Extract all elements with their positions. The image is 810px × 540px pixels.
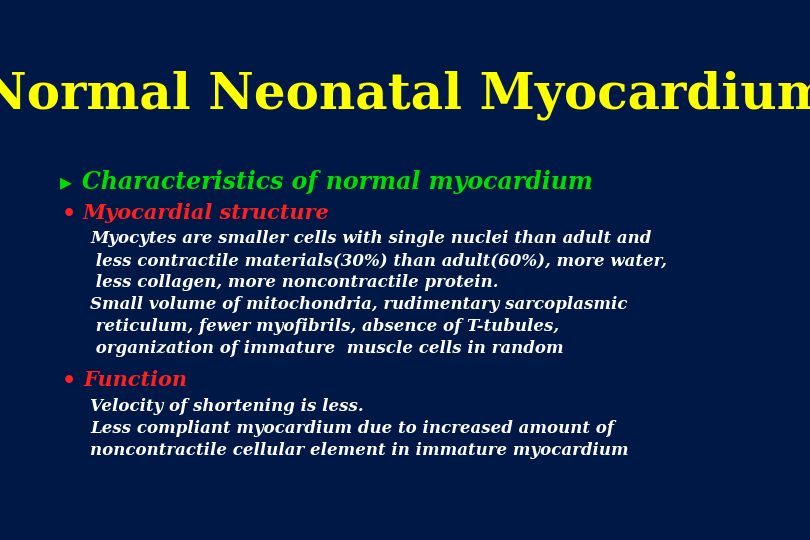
Text: ▸: ▸ [60,170,72,194]
Text: noncontractile cellular element in immature myocardium: noncontractile cellular element in immat… [90,442,629,459]
Text: Myocytes are smaller cells with single nuclei than adult and: Myocytes are smaller cells with single n… [90,230,651,247]
Text: less collagen, more noncontractile protein.: less collagen, more noncontractile prote… [90,274,498,291]
Text: •: • [62,370,76,392]
Text: •: • [62,203,76,225]
Text: less contractile materials(30%) than adult(60%), more water,: less contractile materials(30%) than adu… [90,252,667,269]
Text: Less compliant myocardium due to increased amount of: Less compliant myocardium due to increas… [90,420,614,437]
Text: Characteristics of normal myocardium: Characteristics of normal myocardium [82,170,593,194]
Text: Myocardial structure: Myocardial structure [83,203,330,223]
Text: Small volume of mitochondria, rudimentary sarcoplasmic: Small volume of mitochondria, rudimentar… [90,296,628,313]
Text: Function: Function [83,370,187,390]
Text: organization of immature  muscle cells in random: organization of immature muscle cells in… [90,340,564,357]
Text: Velocity of shortening is less.: Velocity of shortening is less. [90,398,364,415]
Text: reticulum, fewer myofibrils, absence of T-tubules,: reticulum, fewer myofibrils, absence of … [90,318,559,335]
Text: Normal Neonatal Myocardium: Normal Neonatal Myocardium [0,70,810,119]
